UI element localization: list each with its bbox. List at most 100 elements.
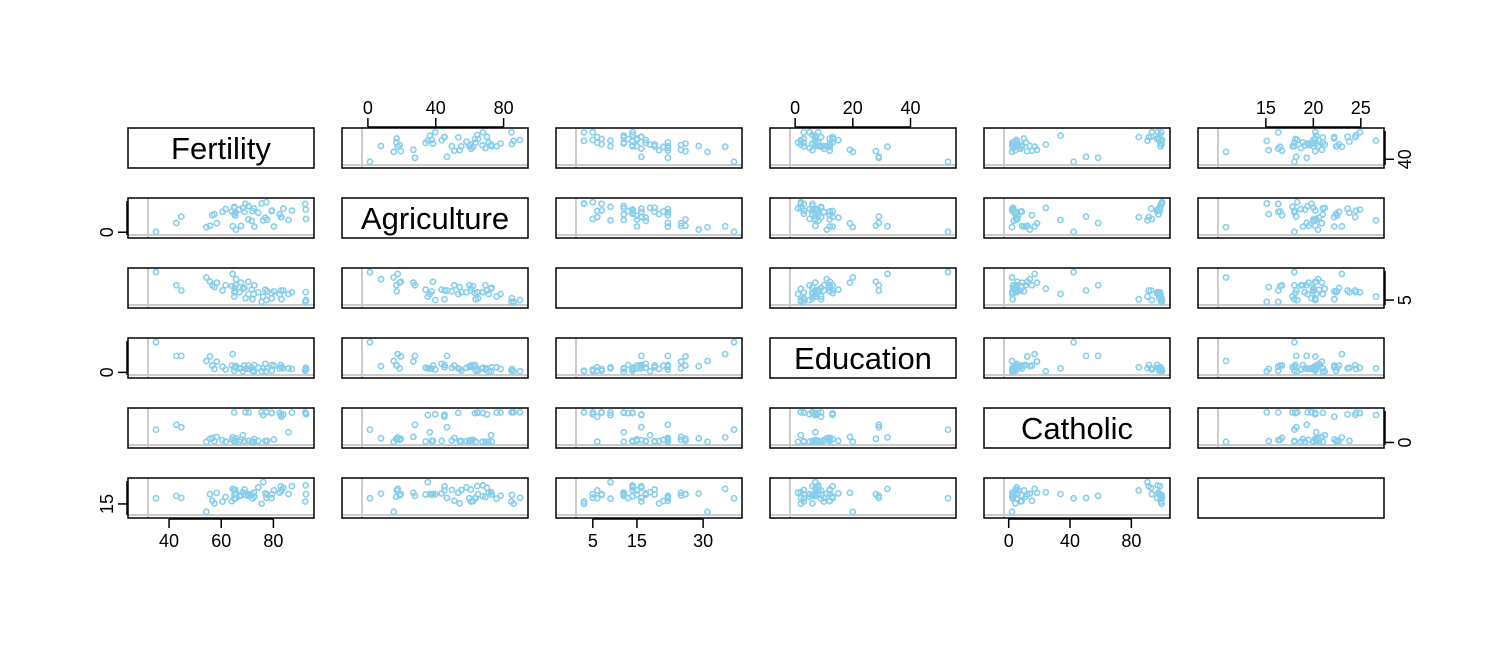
point [820,494,828,502]
point [607,495,614,503]
point [479,481,487,489]
point [366,268,374,276]
point [232,226,240,234]
point [695,142,703,150]
point [829,435,837,443]
point [794,489,802,497]
point [1319,290,1327,298]
point [516,494,524,502]
point [485,438,493,446]
point [152,426,160,434]
point [1022,223,1030,231]
point [456,146,464,154]
point [1094,281,1102,289]
point [598,409,606,417]
point [677,358,685,365]
point [1042,285,1050,293]
panel-frame [983,267,1171,309]
x-tick-label: 20 [843,98,863,118]
point [244,490,252,498]
point [276,364,284,372]
point [1314,275,1322,283]
point [1304,409,1312,416]
point [1145,213,1153,221]
point [642,217,650,225]
point [1145,361,1153,369]
point [1157,142,1164,150]
point [1303,352,1311,360]
panel-frame [1197,267,1385,309]
point [797,408,805,416]
point [1291,207,1299,215]
point [817,495,825,503]
point [1278,362,1286,369]
point [1318,219,1326,227]
point [800,298,808,306]
point [237,436,245,444]
point [834,437,842,445]
point [390,508,398,516]
point [800,438,808,446]
point [1026,362,1034,370]
x-tick-label: 15 [627,531,647,551]
point [377,434,385,442]
point [637,213,645,221]
point [390,148,398,156]
y-tick-label: 40 [1395,149,1415,169]
point [800,490,808,498]
point [443,287,451,294]
point [456,283,464,291]
point [245,202,253,210]
point [834,214,842,222]
point [1145,482,1153,490]
point [598,207,606,214]
panel-frame [341,267,529,309]
point [730,426,738,434]
point [1311,294,1319,302]
point [598,200,606,208]
point [1031,270,1039,278]
point [655,437,663,445]
point [704,357,711,365]
panel-frame [769,477,957,519]
point [258,500,266,508]
point [270,223,278,230]
point [1290,268,1298,276]
point [1352,409,1360,417]
panel-frame [341,127,529,169]
point [1299,361,1307,369]
point [213,489,221,497]
panel-frame [127,407,315,449]
panel-frame [983,477,1171,519]
point [450,281,458,289]
point [1263,137,1271,145]
point [1291,409,1299,417]
point [1147,287,1155,294]
point [1082,287,1090,294]
point [944,494,952,502]
point [809,409,816,416]
point [245,290,253,298]
point [637,153,645,161]
point [580,367,588,375]
point [448,364,456,372]
point [231,212,239,220]
point [620,140,628,147]
point [646,367,654,375]
point [213,219,221,227]
point [366,158,374,166]
point [429,278,437,286]
point [487,431,495,439]
point [219,287,226,294]
point [721,433,729,441]
point [637,494,645,502]
point [633,437,641,445]
point [800,498,808,505]
point [438,437,446,445]
point [794,204,802,212]
point [1304,290,1312,298]
point [1135,363,1143,371]
point [268,409,275,417]
point [823,142,831,150]
point [213,358,221,365]
